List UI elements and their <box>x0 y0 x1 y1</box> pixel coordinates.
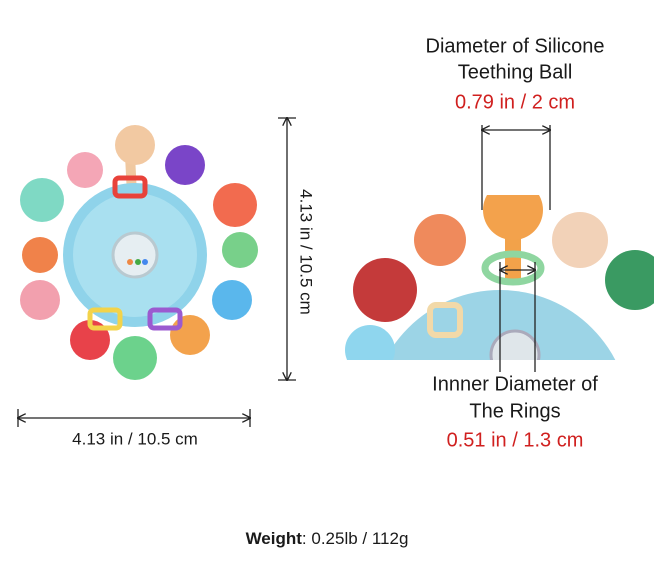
toy-photo <box>20 125 258 380</box>
ball-value: 0.79 in / 2 cm <box>455 91 575 113</box>
ring-value: 0.51 in / 1.3 cm <box>447 429 584 451</box>
width-label: 4.13 in / 10.5 cm <box>72 429 198 448</box>
weight-value: : 0.25lb / 112g <box>302 529 409 548</box>
height-label: 4.13 in / 10.5 cm <box>297 189 316 315</box>
ball-label: Diameter of Silicone <box>426 35 605 57</box>
weight-label: Weight <box>246 529 303 548</box>
ring-label: The Rings <box>469 400 560 422</box>
ball-label: Teething Ball <box>458 61 573 83</box>
ring-label: Innner Diameter of <box>432 373 598 395</box>
weight: Weight: 0.25lb / 112g <box>246 529 409 548</box>
